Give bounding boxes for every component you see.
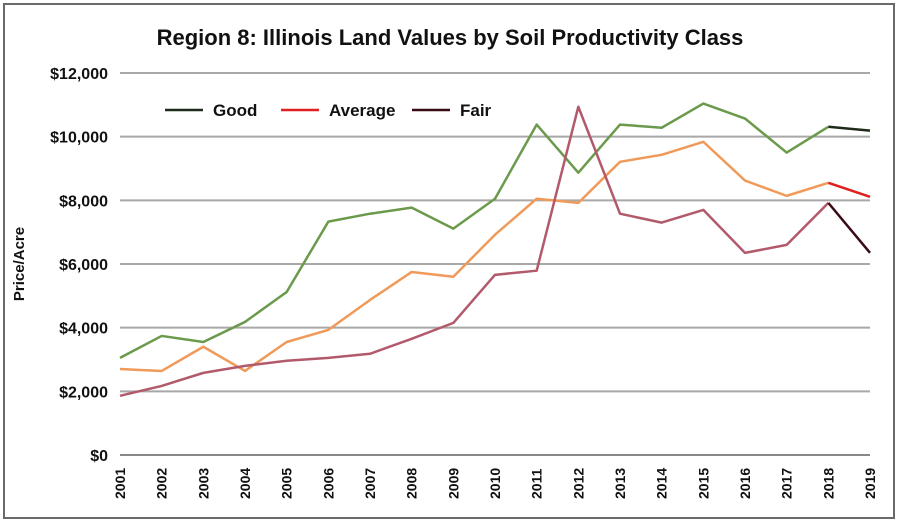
y-tick-label: $4,000 bbox=[59, 321, 108, 338]
series-line-end-good bbox=[828, 125, 871, 132]
x-tick-label: 2004 bbox=[237, 468, 253, 499]
legend-label-average: Average bbox=[329, 101, 395, 120]
x-tick-label: 2001 bbox=[112, 468, 128, 499]
series-line-good bbox=[119, 102, 829, 360]
x-tick-label: 2008 bbox=[404, 468, 420, 499]
series-line-fair bbox=[119, 105, 830, 398]
x-tick-label: 2005 bbox=[279, 468, 295, 499]
x-tick-label: 2016 bbox=[737, 468, 753, 499]
y-tick-label: $10,000 bbox=[50, 130, 108, 147]
y-tick-label: $12,000 bbox=[50, 66, 108, 83]
x-tick-label: 2018 bbox=[820, 468, 836, 499]
x-tick-label: 2012 bbox=[570, 468, 586, 499]
y-tick-label: $6,000 bbox=[59, 257, 108, 274]
x-tick-label: 2015 bbox=[695, 468, 711, 499]
x-tick-label: 2013 bbox=[612, 468, 628, 499]
x-tick-label: 2007 bbox=[362, 468, 378, 499]
chart-frame bbox=[3, 3, 895, 519]
x-tick-label: 2014 bbox=[654, 468, 670, 499]
x-tick-label: 2003 bbox=[195, 468, 211, 499]
x-tick-label: 2002 bbox=[154, 468, 170, 499]
x-tick-label: 2019 bbox=[862, 468, 878, 499]
legend-label-fair: Fair bbox=[460, 101, 492, 120]
x-tick-label: 2017 bbox=[779, 468, 795, 499]
x-tick-label: 2006 bbox=[320, 468, 336, 499]
y-axis-label: Price/Acre bbox=[11, 227, 28, 301]
x-tick-label: 2011 bbox=[529, 468, 545, 499]
series-line-average bbox=[119, 140, 829, 373]
legend-label-good: Good bbox=[213, 101, 257, 120]
y-tick-label: $2,000 bbox=[59, 384, 108, 401]
series-line-end-fair bbox=[827, 202, 871, 254]
series-line-end-average bbox=[827, 181, 871, 199]
x-tick-label: 2009 bbox=[445, 468, 461, 499]
chart-title: Region 8: Illinois Land Values by Soil P… bbox=[157, 25, 744, 50]
x-tick-label: 2010 bbox=[487, 468, 503, 499]
y-tick-label: $0 bbox=[90, 448, 108, 465]
y-tick-label: $8,000 bbox=[59, 193, 108, 210]
